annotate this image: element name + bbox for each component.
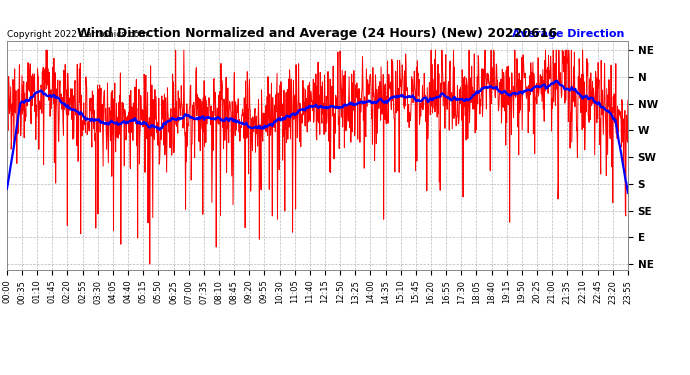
Title: Wind Direction Normalized and Average (24 Hours) (New) 20220616: Wind Direction Normalized and Average (2… xyxy=(77,27,558,40)
Text: Average Direction: Average Direction xyxy=(513,29,625,39)
Text: Copyright 2022 Cartronics.com: Copyright 2022 Cartronics.com xyxy=(7,30,148,39)
